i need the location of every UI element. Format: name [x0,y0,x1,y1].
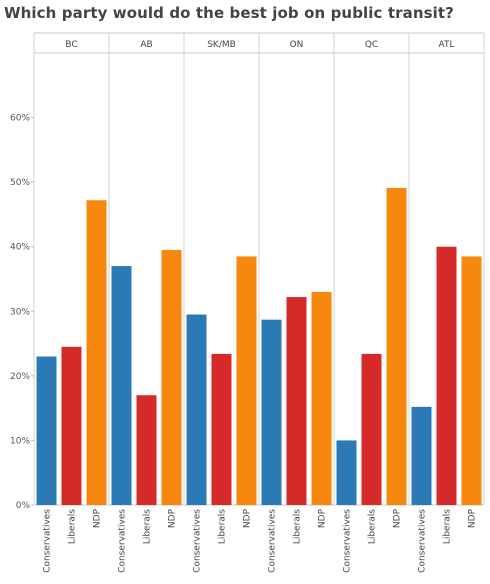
bar-ab-liberals [136,395,157,505]
x-category-label: Liberals [368,509,378,544]
bar-qc-ndp [386,187,407,505]
bar-on-conservatives [261,319,282,505]
bar-ab-ndp [161,249,182,505]
bar-bc-ndp [86,200,107,506]
chart-title: Which party would do the best job on pub… [4,4,454,22]
x-category-label: NDP [468,508,478,528]
bar-bc-conservatives [36,356,57,505]
bar-bc-liberals [61,346,82,505]
x-category-label: Liberals [143,509,153,544]
x-category-label: Liberals [218,509,228,544]
x-category-label: Conservatives [43,509,53,573]
y-tick-label: 30% [10,307,30,317]
bar-qc-conservatives [336,440,357,505]
y-tick-label: 40% [10,243,30,253]
x-category-label: Conservatives [193,509,203,573]
facet-header-qc: QC [365,40,378,50]
y-tick-label: 20% [10,372,30,382]
x-category-label: NDP [243,508,253,528]
x-category-label: NDP [93,508,103,528]
bar-sk-mb-conservatives [186,314,207,505]
bar-atl-liberals [436,246,457,505]
y-tick-label: 0% [16,501,31,511]
x-category-label: Conservatives [118,509,128,573]
y-tick-label: 60% [10,114,30,124]
bar-sk-mb-ndp [236,256,257,505]
x-category-label: NDP [318,508,328,528]
x-category-label: Liberals [68,509,78,544]
bar-qc-liberals [361,353,382,505]
x-category-label: Conservatives [418,509,428,573]
bar-atl-conservatives [411,406,432,505]
x-category-label: Liberals [293,509,303,544]
x-category-label: NDP [168,508,178,528]
bar-atl-ndp [461,256,482,505]
x-category-label: Conservatives [343,509,353,573]
bar-on-ndp [311,291,332,505]
y-tick-label: 10% [10,436,30,446]
facet-header-atl: ATL [439,40,455,50]
bar-ab-conservatives [111,266,132,505]
bar-on-liberals [286,297,307,505]
x-category-label: Liberals [443,509,453,544]
x-category-label: Conservatives [268,509,278,573]
bar-sk-mb-liberals [211,353,232,505]
facet-header-bc: BC [65,40,77,50]
y-tick-label: 50% [10,178,30,188]
facet-header-ab: AB [140,40,152,50]
facet-header-sk-mb: SK/MB [207,40,236,50]
facet-header-on: ON [290,40,304,50]
x-category-label: NDP [393,508,403,528]
